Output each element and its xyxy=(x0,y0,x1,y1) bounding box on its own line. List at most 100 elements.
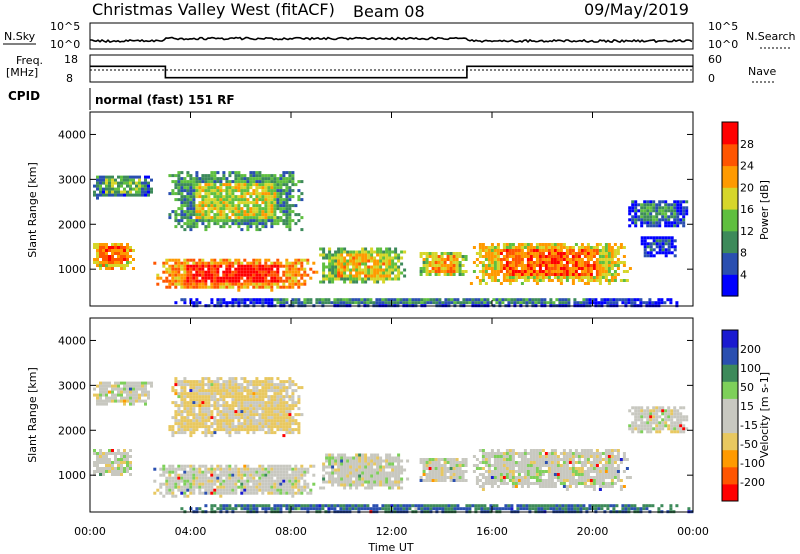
power-cell xyxy=(664,242,668,246)
velocity-cell xyxy=(249,401,253,405)
velocity-cell xyxy=(129,393,132,397)
power-cell xyxy=(595,243,599,246)
power-cell xyxy=(660,301,664,305)
colorbar-segment xyxy=(722,209,738,232)
power-cell xyxy=(328,268,332,272)
power-cell xyxy=(243,270,247,274)
velocity-cell xyxy=(544,455,548,458)
power-cell xyxy=(440,261,444,264)
velocity-heatmap xyxy=(93,377,694,514)
velocity-cell xyxy=(123,452,126,455)
power-cell xyxy=(111,264,114,267)
velocity-cell xyxy=(252,383,256,387)
velocity-cell xyxy=(397,465,401,469)
power-cell xyxy=(559,252,563,255)
power-cell xyxy=(111,252,114,255)
power-cell xyxy=(243,258,247,262)
velocity-cell xyxy=(565,470,569,473)
power-cell xyxy=(243,285,247,289)
power-cell xyxy=(189,264,193,268)
velocity-cell xyxy=(222,395,226,399)
velocity-cell xyxy=(129,473,132,476)
power-cell xyxy=(583,276,587,279)
velocity-cell xyxy=(189,431,193,435)
velocity-cell xyxy=(355,471,359,475)
nsky-label: N.Sky xyxy=(4,30,36,43)
velocity-cell xyxy=(586,485,590,488)
power-cell xyxy=(198,189,202,193)
power-cell xyxy=(459,301,463,305)
power-cell xyxy=(108,178,111,182)
velocity-cell xyxy=(189,401,193,405)
velocity-cell xyxy=(117,384,120,388)
velocity-cell xyxy=(337,480,341,484)
power-cell xyxy=(138,181,141,185)
velocity-cell xyxy=(234,482,238,486)
power-cell xyxy=(114,187,117,191)
power-cell xyxy=(177,258,181,262)
power-cell xyxy=(297,189,301,193)
velocity-cell xyxy=(120,455,123,458)
velocity-cell xyxy=(535,449,539,452)
velocity-cell xyxy=(213,407,217,411)
velocity-cell xyxy=(189,425,193,429)
power-cell xyxy=(255,198,259,202)
power-cell xyxy=(264,270,268,274)
power-cell xyxy=(505,267,509,270)
velocity-cell xyxy=(300,464,304,468)
power-cell xyxy=(486,301,490,305)
velocity-cell xyxy=(385,453,389,457)
power-cell xyxy=(228,207,232,211)
power-cell xyxy=(264,222,268,226)
velocity-cell xyxy=(162,473,166,477)
colorbar-tick-label: 4 xyxy=(740,268,747,281)
velocity-cell xyxy=(511,467,515,470)
power-cell xyxy=(657,298,661,302)
power-cell xyxy=(434,264,438,267)
power-cell xyxy=(210,270,214,274)
power-cell xyxy=(207,261,211,265)
power-cell xyxy=(276,222,280,226)
velocity-cell xyxy=(177,383,181,387)
power-cell xyxy=(189,273,193,277)
velocity-cell xyxy=(358,465,362,469)
power-cell xyxy=(676,212,680,216)
power-cell xyxy=(437,258,441,261)
power-cell xyxy=(222,285,226,289)
power-cell xyxy=(540,301,544,305)
velocity-cell xyxy=(610,470,614,473)
velocity-cell xyxy=(96,396,99,400)
power-cell xyxy=(252,207,256,211)
velocity-cell xyxy=(99,396,102,400)
power-cell xyxy=(325,265,329,269)
power-cell xyxy=(177,198,181,202)
velocity-cell xyxy=(252,380,256,384)
velocity-cell xyxy=(186,482,190,486)
power-cell xyxy=(249,270,253,274)
power-cell xyxy=(207,177,211,181)
power-cell xyxy=(505,255,509,258)
velocity-cell xyxy=(331,462,335,466)
velocity-cell xyxy=(123,461,126,464)
power-cell xyxy=(571,261,575,264)
velocity-cell xyxy=(126,399,129,403)
power-cell xyxy=(99,184,102,188)
velocity-cell xyxy=(234,491,238,495)
power-cell xyxy=(370,277,374,281)
velocity-cell xyxy=(222,422,226,426)
power-cell xyxy=(502,279,506,282)
power-cell xyxy=(571,270,575,273)
power-cell xyxy=(673,212,677,216)
velocity-cell xyxy=(249,383,253,387)
velocity-cell xyxy=(261,479,265,483)
velocity-cell xyxy=(213,383,217,387)
velocity-cell xyxy=(201,464,205,468)
velocity-cell xyxy=(285,482,289,486)
velocity-cell xyxy=(264,473,268,477)
power-cell xyxy=(547,279,551,282)
velocity-cell xyxy=(367,477,371,481)
power-cell xyxy=(300,261,304,265)
power-cell xyxy=(261,273,265,277)
velocity-cell xyxy=(535,476,539,479)
power-cell xyxy=(322,271,326,275)
